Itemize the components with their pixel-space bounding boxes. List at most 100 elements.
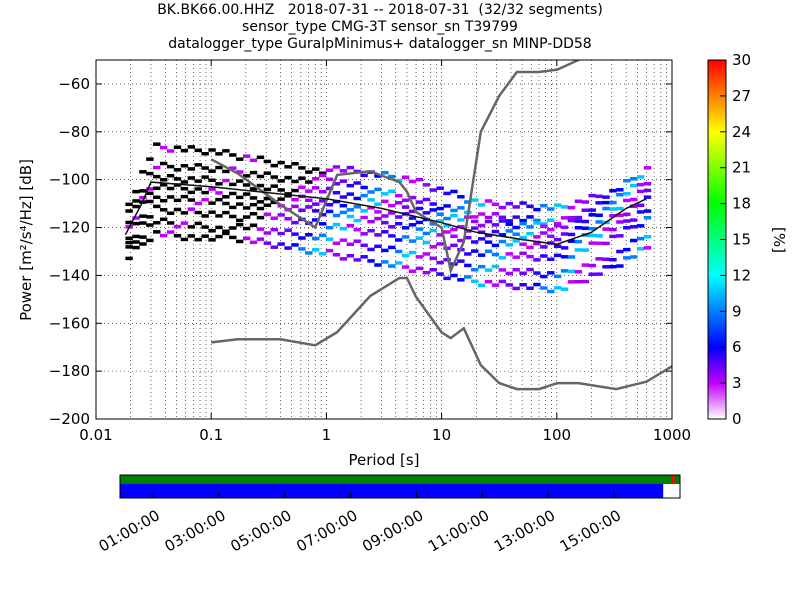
ppsd-cell [166, 195, 175, 199]
ppsd-cell [450, 273, 458, 278]
ppsd-cell [346, 214, 355, 219]
ppsd-cell [291, 188, 299, 193]
ppsd-cell [242, 226, 251, 231]
ppsd-cell [166, 149, 175, 153]
ppsd-cell [512, 215, 520, 219]
ppsd-cell [629, 197, 638, 202]
ppsd-cell [222, 195, 230, 199]
ppsd-cell [602, 257, 610, 262]
ppsd-cell [139, 242, 147, 246]
axis-ticks: 0.01 0.1 1 10 100 1000 −200 −180 −160 −140 −120 −10… [49, 60, 691, 444]
ppsd-cell [519, 251, 527, 256]
ppsd-cell [139, 196, 147, 200]
ppsd-cell [298, 166, 306, 170]
ppsd-cell [381, 192, 389, 196]
ppsd-cell [540, 231, 548, 235]
ppsd-cell [436, 206, 444, 211]
ppsd-cell [277, 197, 285, 201]
ppsd-cell [616, 213, 624, 218]
ppsd-cell [623, 219, 631, 223]
colorbar-tick-label: 18 [732, 195, 751, 213]
ppsd-cell [616, 188, 624, 192]
ppsd-cell [318, 212, 327, 217]
ppsd-cell [540, 245, 548, 249]
ppsd-cell [533, 241, 541, 246]
ppsd-cell [526, 204, 534, 209]
ppsd-cell [325, 168, 334, 172]
ppsd-cell [332, 213, 341, 218]
ppsd-cell [332, 165, 341, 169]
ppsd-cell [477, 283, 486, 288]
ppsd-cell [574, 215, 583, 220]
colorbar-tick-label: 6 [732, 338, 742, 356]
ppsd-cell [477, 237, 486, 241]
ppsd-cell [305, 198, 313, 203]
ppsd-cell [367, 219, 375, 224]
ppsd-cell [194, 210, 202, 215]
ppsd-cell [180, 194, 189, 199]
ppsd-cell [567, 232, 576, 237]
ppsd-cell [401, 175, 410, 179]
ppsd-cell [415, 200, 424, 204]
ppsd-cell [491, 283, 500, 287]
ppsd-cell [256, 174, 265, 179]
colorbar-tick-label: 0 [732, 410, 742, 428]
ppsd-cell [553, 221, 562, 226]
ppsd-cell [277, 242, 285, 246]
ppsd-cell [325, 209, 334, 214]
ppsd-cell [256, 227, 265, 231]
ppsd-cell [408, 239, 417, 243]
ppsd-cell [194, 237, 202, 242]
ppsd-cell [477, 264, 486, 269]
ppsd-cell [429, 202, 437, 206]
ppsd-cell [139, 214, 147, 218]
ppsd-cell [629, 177, 638, 181]
ppsd-cell [643, 235, 652, 239]
ppsd-cell [540, 274, 548, 279]
ppsd-cell [201, 175, 209, 179]
ppsd-cell [367, 259, 375, 263]
ppsd-cell [367, 190, 375, 194]
ppsd-cell [125, 236, 133, 241]
ppsd-cell [208, 229, 216, 233]
ppsd-cell [388, 189, 396, 193]
ppsd-cell [146, 191, 154, 196]
ppsd-cell [443, 216, 451, 221]
ppsd-cell [422, 270, 431, 275]
colorbar-tick-label: 27 [732, 87, 751, 105]
ppsd-cell [623, 212, 631, 217]
ppsd-cell [526, 245, 534, 250]
ppsd-cell [443, 223, 451, 228]
ppsd-cell [173, 233, 182, 238]
ppsd-cell [609, 264, 617, 269]
ppsd-cell [187, 176, 196, 180]
ppsd-cell [498, 215, 507, 220]
ppsd-cell [415, 177, 424, 182]
ppsd-cell [187, 207, 196, 211]
ppsd-cell [277, 188, 285, 192]
ppsd-cell [284, 192, 292, 196]
ppsd-cell [443, 257, 451, 262]
ppsd-cell [235, 239, 244, 244]
ppsd-cell [533, 282, 541, 287]
ppsd-cell [560, 205, 569, 209]
ppsd-cell [629, 183, 638, 188]
ppsd-cell [477, 253, 486, 257]
ppsd-cell [588, 272, 596, 277]
ppsd-cell [208, 169, 216, 173]
colorbar-tick-label: 12 [732, 266, 751, 284]
noise-model-nhnm [210, 60, 581, 275]
ppsd-cell [540, 203, 548, 208]
ppsd-cell [388, 264, 396, 268]
ppsd-cell [560, 287, 569, 291]
ppsd-cell [222, 229, 230, 234]
ppsd-cell [346, 223, 355, 228]
ppsd-cell [443, 276, 451, 281]
ppsd-cell [325, 237, 334, 241]
ppsd-cell [256, 183, 265, 188]
ppsd-cell [415, 220, 424, 225]
ppsd-cell [229, 153, 237, 157]
ppsd-cell [346, 183, 355, 188]
ppsd-cell [450, 227, 458, 232]
ppsd-cell [263, 196, 272, 201]
